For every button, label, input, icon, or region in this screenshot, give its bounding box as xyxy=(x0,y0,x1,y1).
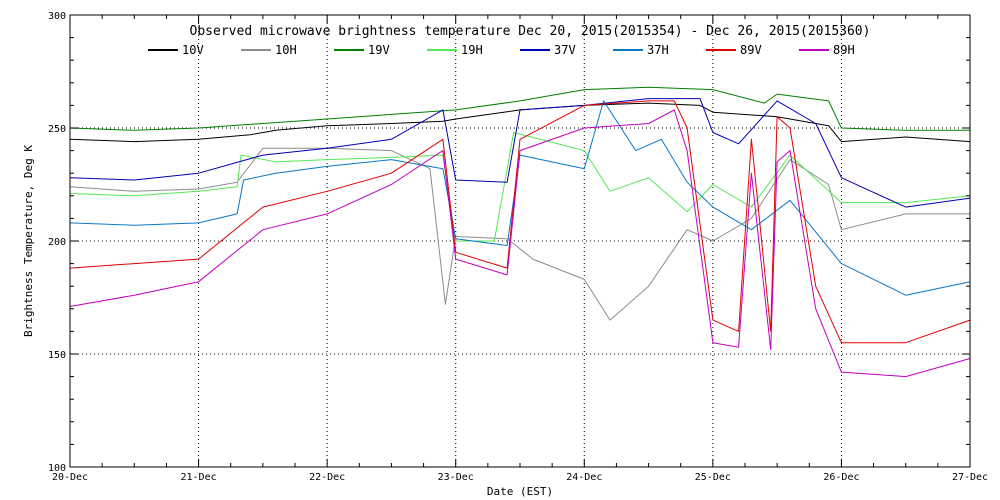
series-line-89h xyxy=(69,109,971,378)
x-tick-label: 21-Dec xyxy=(181,472,217,483)
x-tick-label: 20-Dec xyxy=(52,472,88,483)
x-tick-label: 27-Dec xyxy=(952,472,988,483)
y-tick-label: 100 xyxy=(48,463,66,474)
legend-label-10h: 10H xyxy=(275,43,297,57)
tick-layer xyxy=(69,14,971,468)
y-tick-label: 150 xyxy=(48,350,66,361)
y-tick-label: 200 xyxy=(48,237,66,248)
grid-layer xyxy=(70,15,970,467)
legend-label-37v: 37V xyxy=(554,43,576,57)
series-line-10h xyxy=(69,147,970,321)
chart-title: Observed microwave brightness temperatur… xyxy=(190,24,871,39)
y-tick-label: 300 xyxy=(48,11,66,22)
legend: 10V 10H 19V 19H 37V 37H 89V 89H xyxy=(148,43,855,57)
x-tick-label: 25-Dec xyxy=(695,472,731,483)
series-layer xyxy=(69,86,971,378)
label-layer: 100 150 200 250 300 20-Dec 21-Dec 22-Dec 23-Dec 2… xyxy=(48,11,988,483)
x-tick-label: 23-Dec xyxy=(438,472,474,483)
y-tick-label: 250 xyxy=(48,124,66,135)
legend-label-10v: 10V xyxy=(182,43,204,57)
series-line-19h xyxy=(69,132,971,242)
legend-label-37h: 37H xyxy=(647,43,669,57)
x-tick-label: 24-Dec xyxy=(566,472,602,483)
legend-label-89v: 89V xyxy=(740,43,762,57)
x-axis-label: Date (EST) xyxy=(487,485,553,498)
series-line-89v xyxy=(69,100,971,344)
x-tick-label: 26-Dec xyxy=(823,472,859,483)
x-tick-label: 22-Dec xyxy=(309,472,345,483)
y-axis-label: Brightness Temperature, Deg K xyxy=(22,145,35,337)
series-line-37v xyxy=(69,98,971,208)
legend-label-19v: 19V xyxy=(368,43,390,57)
legend-label-89h: 89H xyxy=(833,43,855,57)
legend-label-19h: 19H xyxy=(461,43,483,57)
series-line-19v xyxy=(69,86,970,131)
